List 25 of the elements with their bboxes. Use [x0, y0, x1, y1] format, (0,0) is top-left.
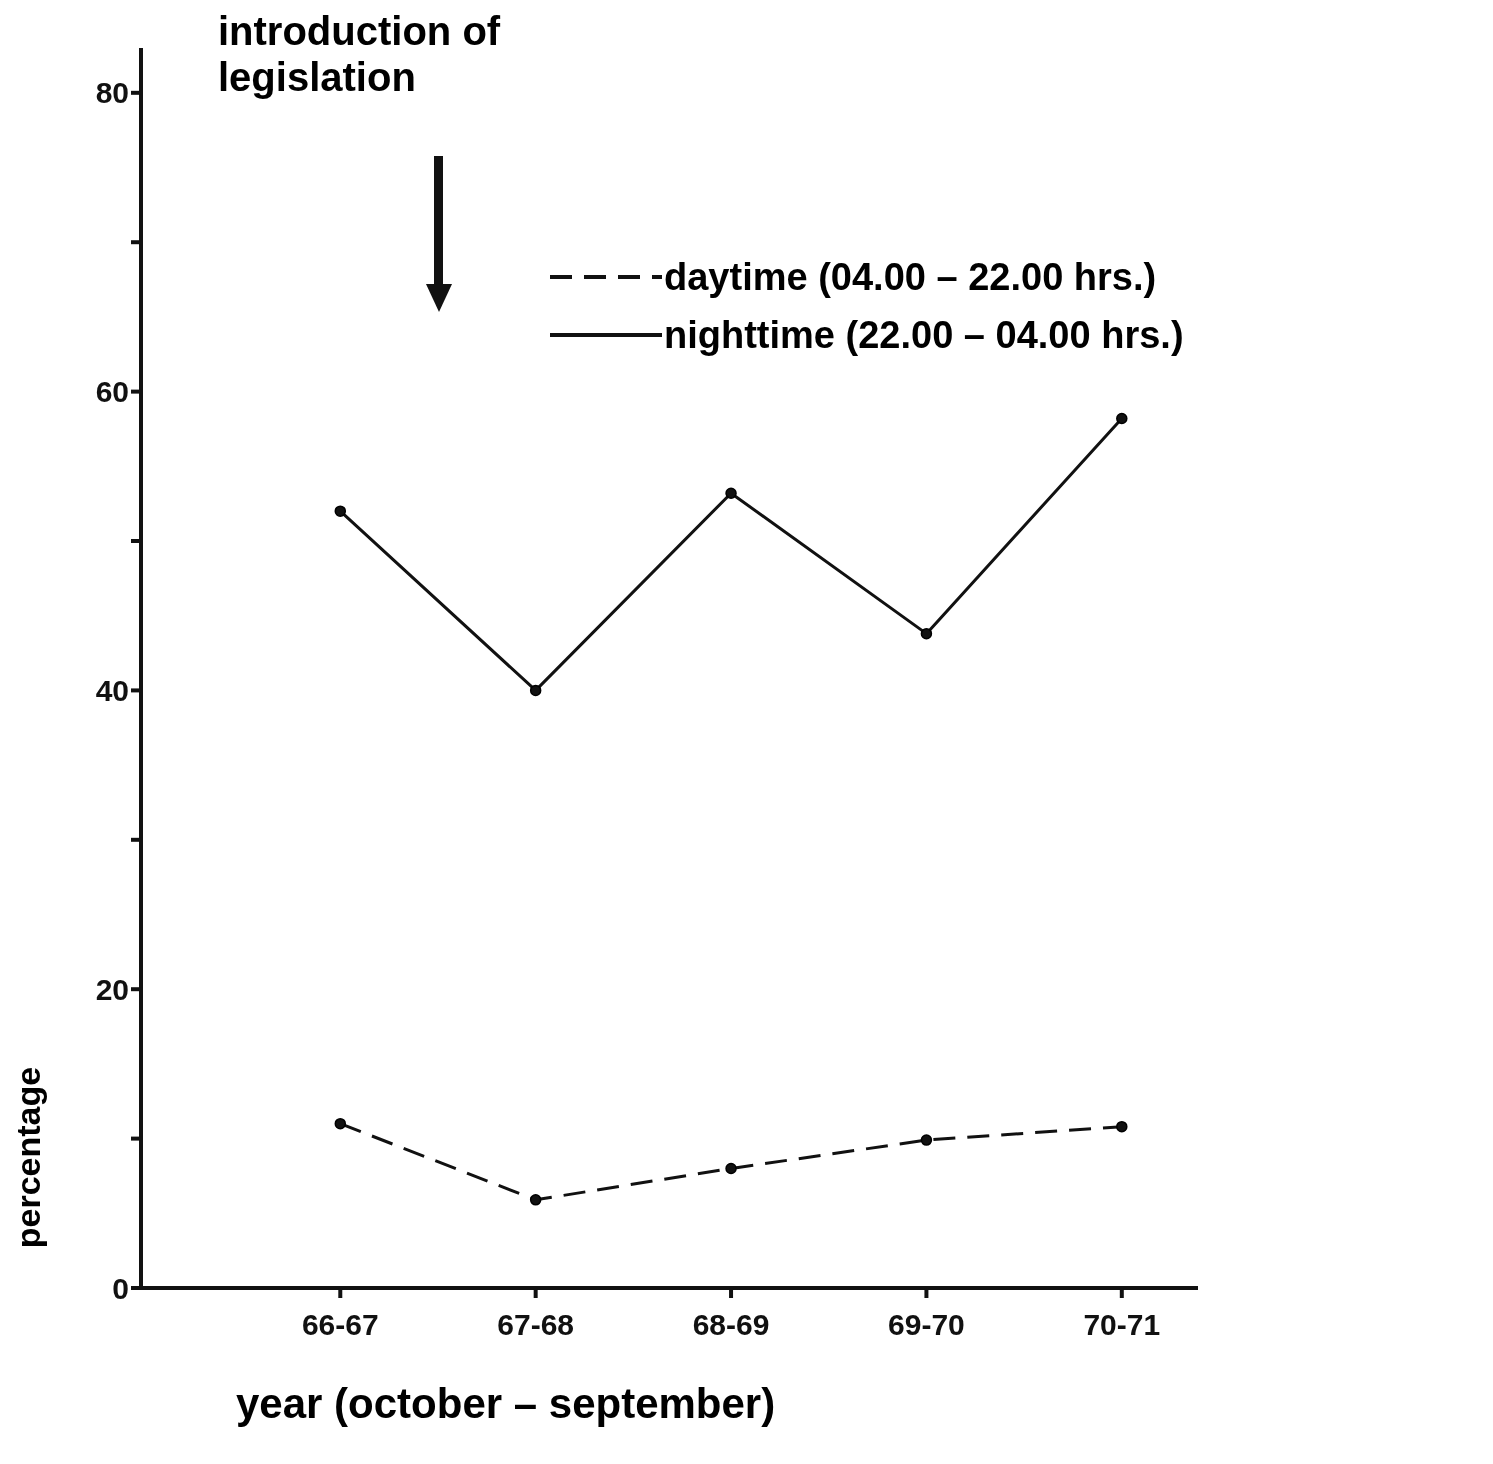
- point: [725, 1162, 737, 1175]
- y-tick-label: 80: [95, 76, 129, 110]
- point: [1116, 412, 1128, 425]
- point: [334, 1117, 347, 1130]
- point: [725, 487, 737, 499]
- y-tick-label: 60: [95, 375, 129, 409]
- point: [1116, 1120, 1128, 1133]
- x-axis-title: year (october – september): [236, 1380, 776, 1428]
- point: [920, 1134, 933, 1146]
- x-tick-label: 68-69: [692, 1308, 770, 1342]
- y-tick-label: 20: [95, 972, 129, 1006]
- x-tick-label: 67-68: [497, 1308, 575, 1342]
- legend-label: nighttime (22.00 – 04.00 hrs.): [664, 313, 1184, 357]
- point: [529, 684, 542, 697]
- annotation: introduction of legislation: [218, 8, 502, 100]
- legend-label: daytime (04.00 – 22.00 hrs.): [664, 255, 1157, 299]
- y-tick-label: 40: [95, 674, 129, 708]
- point: [920, 627, 933, 640]
- y-tick-label: 0: [112, 1271, 129, 1305]
- x-tick-label: 69-70: [888, 1308, 965, 1342]
- point: [334, 505, 347, 517]
- x-tick-label: 66-67: [301, 1308, 379, 1342]
- point: [529, 1194, 542, 1206]
- x-tick-label: 70-71: [1083, 1308, 1161, 1342]
- y-axis-title: percentage: [8, 1065, 48, 1251]
